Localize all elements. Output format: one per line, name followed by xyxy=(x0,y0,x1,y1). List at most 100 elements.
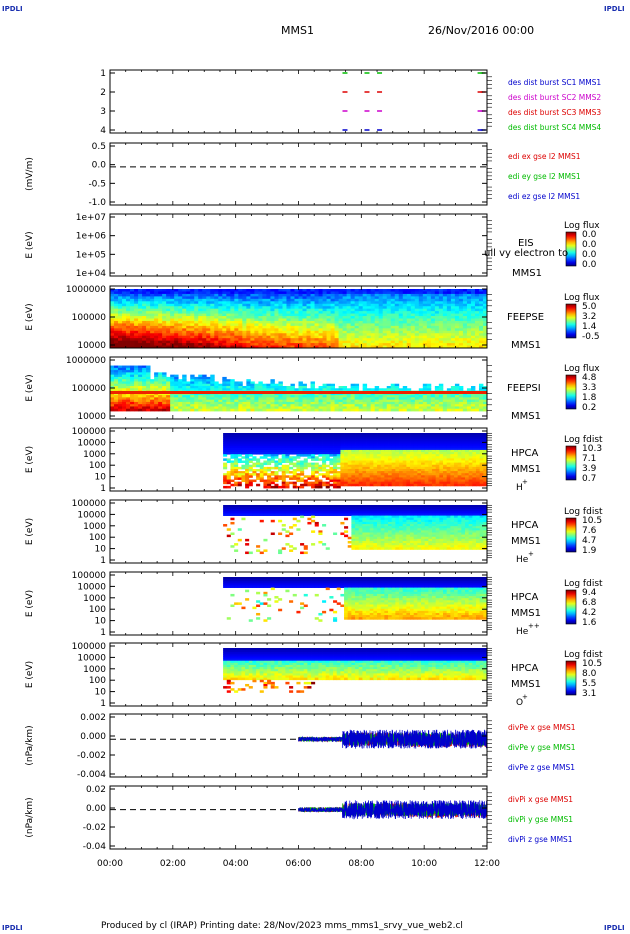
spectrogram-cell xyxy=(414,303,420,307)
spectrogram-cell xyxy=(282,298,287,302)
spectrogram-cell xyxy=(270,433,275,436)
spectrogram-cell xyxy=(274,291,279,295)
spectrogram-cell xyxy=(114,404,119,407)
spectrogram-cell xyxy=(238,399,243,403)
spectrogram-cell xyxy=(166,333,171,337)
spectrogram-cell xyxy=(446,306,452,310)
spectrogram-cell xyxy=(454,345,460,349)
spectrogram-cell xyxy=(333,464,338,468)
spectrogram-cell xyxy=(366,449,371,453)
y-tick-label: 4 xyxy=(100,126,106,136)
spectrogram-cell xyxy=(278,452,283,455)
spectrogram-cell xyxy=(248,435,253,438)
spectrogram-cell xyxy=(458,397,464,401)
spectrogram-cell xyxy=(466,291,472,295)
spectrogram-cell xyxy=(182,343,187,346)
spectrogram-cell xyxy=(134,386,139,389)
spectrogram-cell xyxy=(118,308,123,312)
spectrogram-cell xyxy=(334,404,340,407)
spectrogram-cell xyxy=(259,471,264,474)
spectrogram-cell xyxy=(242,340,247,344)
spectrogram-cell xyxy=(366,456,371,459)
spectrogram-cell xyxy=(394,306,400,310)
spectrogram-cell xyxy=(170,379,175,382)
spectrogram-cell xyxy=(158,372,163,376)
spectrogram-cell xyxy=(344,460,349,464)
spectrogram-cell xyxy=(158,330,163,334)
spectrogram-cell xyxy=(270,485,275,489)
spectrogram-cell xyxy=(245,433,250,436)
spectrogram-cell xyxy=(237,437,242,440)
spectrogram-cell xyxy=(234,397,239,401)
spectrogram-cell xyxy=(394,340,400,344)
y-tick-label: 100000 xyxy=(72,313,107,323)
spectrogram-cell xyxy=(298,397,303,401)
spectrogram-cell xyxy=(314,345,319,349)
spectrogram-cell xyxy=(134,333,139,337)
spectrogram-cell xyxy=(370,397,376,401)
spectrogram-cell xyxy=(238,291,243,295)
spectrogram-cell xyxy=(238,397,243,401)
spectrogram-cell xyxy=(384,452,389,455)
spectrogram-cell xyxy=(422,316,428,319)
spectrogram-cell xyxy=(438,399,444,403)
spectrogram-cell xyxy=(355,445,360,449)
spectrogram-cell xyxy=(350,293,356,297)
spectrogram-cell xyxy=(298,289,303,292)
spectrogram-cell xyxy=(410,325,416,329)
spectrogram-cell xyxy=(122,308,127,312)
spectrogram-cell xyxy=(202,308,207,312)
spectrogram-cell xyxy=(150,333,155,337)
spectrogram-cell xyxy=(138,335,143,339)
spectrogram-cell xyxy=(318,404,323,407)
spectrogram-cell xyxy=(126,345,131,349)
spectrogram-cell xyxy=(450,330,456,334)
spectrogram-cell xyxy=(442,301,448,305)
spectrogram-cell xyxy=(170,343,175,346)
spectrogram-cell xyxy=(122,289,127,292)
spectrogram-cell xyxy=(186,291,191,295)
spectrogram-cell xyxy=(274,316,279,319)
spectrogram-cell xyxy=(246,298,251,302)
spectrogram-cell xyxy=(294,311,299,314)
spectrogram-cell xyxy=(314,408,319,412)
spectrogram-cell xyxy=(369,471,374,474)
spectrogram-cell xyxy=(170,293,175,297)
spectrogram-cell xyxy=(362,330,368,334)
spectrogram-cell xyxy=(170,311,175,314)
spectrogram-cell xyxy=(286,320,291,324)
spectrogram-cell xyxy=(154,383,159,387)
spectrogram-cell xyxy=(322,325,327,329)
spectrogram-cell xyxy=(210,395,215,398)
spectrogram-cell xyxy=(202,289,207,292)
spectrogram-cell xyxy=(290,338,295,342)
spectrogram-cell xyxy=(311,485,316,489)
spectrogram-cell xyxy=(378,392,384,396)
spectrogram-cell xyxy=(314,458,319,461)
spectrogram-cell xyxy=(234,464,239,468)
spectrogram-cell xyxy=(146,298,151,302)
spectrogram-cell xyxy=(298,320,303,324)
spectrogram-cell xyxy=(223,479,228,483)
spectrogram-cell xyxy=(382,298,388,302)
spectrogram-cell xyxy=(146,395,151,398)
spectrogram-cell xyxy=(322,406,327,410)
spectrogram-cell xyxy=(146,408,151,412)
spectrogram-cell xyxy=(358,313,364,317)
spectrogram-cell xyxy=(450,335,456,339)
spectrogram-cell xyxy=(250,335,255,339)
spectrogram-cell xyxy=(138,383,143,387)
spectrogram-cell xyxy=(126,408,131,412)
spectrogram-cell xyxy=(398,404,404,407)
spectrogram-cell xyxy=(394,397,400,401)
spectrogram-cell xyxy=(414,401,420,405)
spectrogram-cell xyxy=(314,471,319,474)
spectrogram-cell xyxy=(262,306,267,310)
spectrogram-cell xyxy=(340,441,345,444)
spectrogram-cell xyxy=(146,399,151,403)
spectrogram-cell xyxy=(158,323,163,327)
spectrogram-cell xyxy=(238,306,243,310)
spectrogram-cell xyxy=(138,408,143,412)
spectrogram-cell xyxy=(210,383,215,387)
spectrogram-cell xyxy=(285,441,290,444)
